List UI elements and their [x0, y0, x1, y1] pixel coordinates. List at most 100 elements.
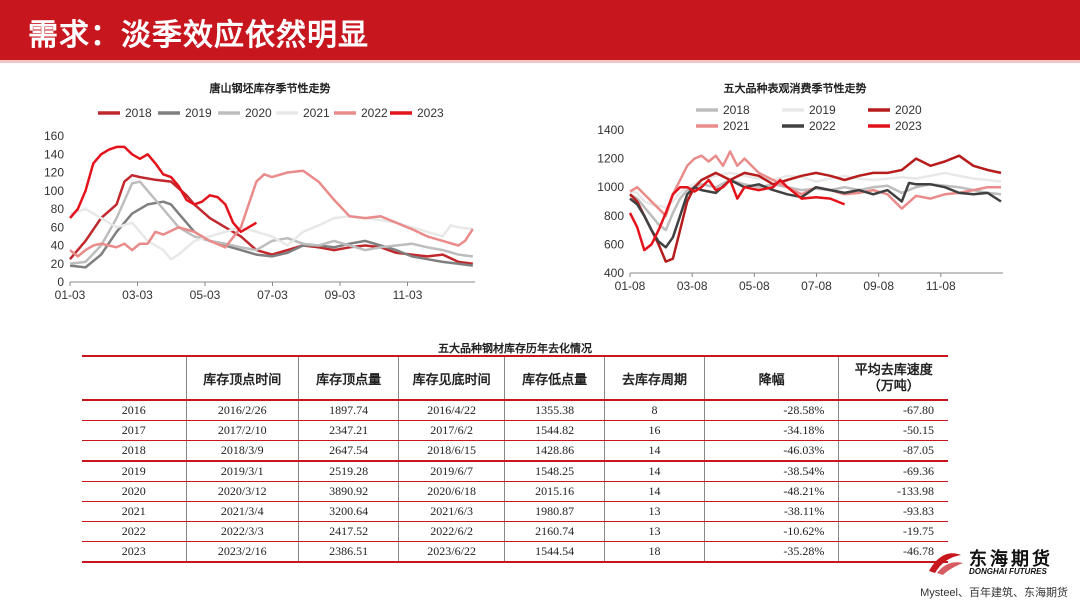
table-body: 2016 2016/2/26 1897.74 2016/4/22 1355.38 8 -28… [82, 400, 948, 563]
table-cell: 2022 [82, 521, 187, 542]
series-line-2020 [69, 180, 473, 266]
inventory-table: 库存顶点时间 库存顶点量 库存见底时间 库存低点量 去库存周期 降幅 平均去库速… [82, 355, 948, 563]
legend-label: 2020 [895, 103, 922, 117]
table-row: 2020 2020/3/12 3890.92 2020/6/18 2015.16 14 -4… [82, 481, 948, 502]
x-tick-label: 11-08 [926, 279, 956, 293]
table-cell: 2020/6/18 [398, 481, 505, 502]
table-cell: 14 [604, 461, 705, 482]
table-cell: 16 [604, 420, 705, 441]
y-tick-label: 160 [44, 129, 64, 143]
table-cell: 2017 [82, 420, 187, 441]
series-line-2019 [629, 171, 1002, 209]
y-tick-label: 80 [51, 202, 65, 216]
y-tick-label: 0 [57, 275, 64, 289]
x-tick-label: 03-08 [677, 279, 708, 293]
table-cell: -93.83 [838, 501, 948, 522]
y-tick-label: 600 [604, 237, 624, 251]
title-bar: 需求：淡季效应依然明显 [0, 0, 1080, 60]
table-cell: 2160.74 [504, 521, 606, 542]
table-cell: 2015.16 [504, 481, 606, 502]
table-header-cell: 库存顶点量 [298, 355, 400, 401]
x-tick-label: 01-08 [615, 279, 646, 293]
table-cell: -48.21% [704, 481, 840, 502]
legend-label: 2019 [809, 103, 836, 117]
series-line-2019 [69, 200, 473, 269]
table-cell: 2347.21 [298, 420, 400, 441]
series-line-2020 [629, 154, 1002, 263]
x-tick-label: 05-03 [190, 288, 221, 302]
table-cell: -28.58% [704, 400, 840, 421]
chart1-svg: 2018 2019 2020 2021 2022 2023 0 20 40 60 80 100 120 1… [44, 106, 475, 302]
legend-label: 2018 [125, 106, 152, 120]
table-cell: 2021/3/4 [186, 501, 299, 522]
legend-label: 2023 [417, 106, 444, 120]
y-tick-label: 140 [44, 147, 64, 161]
table-cell: 2018/3/9 [186, 440, 299, 462]
table-row: 2016 2016/2/26 1897.74 2016/4/22 1355.38 8 -28… [82, 400, 948, 421]
table-cell: -50.15 [838, 420, 948, 441]
table-cell: 1548.25 [504, 461, 606, 482]
table-cell: 13 [604, 501, 705, 522]
table-cell: 2023/6/22 [398, 541, 505, 563]
table-row: 2021 2021/3/4 3200.64 2021/6/3 1980.87 13 -38.… [82, 501, 948, 522]
y-tick-label: 100 [44, 184, 64, 198]
chart1-title: 唐山钢坯库存季节性走势 [209, 83, 331, 95]
table-cell: 2022/3/3 [186, 521, 299, 542]
y-tick-label: 20 [51, 257, 65, 271]
logo-text-cn: 东海期货 [969, 549, 1053, 569]
table-row: 2023 2023/2/16 2386.51 2023/6/22 1544.54 18 -3… [82, 541, 948, 563]
x-tick-label: 11-03 [393, 288, 423, 302]
table-header-cell: 库存见底时间 [398, 355, 505, 401]
y-tick-label: 1000 [597, 180, 624, 194]
donghai-logo-icon [929, 553, 963, 575]
x-tick-label: 05-08 [739, 279, 770, 293]
series-line-2022 [629, 178, 1002, 249]
table-cell: -38.11% [704, 501, 840, 522]
table-header-row: 库存顶点时间 库存顶点量 库存见底时间 库存低点量 去库存周期 降幅 平均去库速… [82, 355, 948, 401]
table-header-cell: 平均去库速度 （万吨） [838, 355, 948, 401]
table-cell: 2019/3/1 [186, 461, 299, 482]
x-tick-label: 01-03 [55, 288, 86, 302]
table-cell: -34.18% [704, 420, 840, 441]
table-row: 2019 2019/3/1 2519.28 2019/6/7 1548.25 14 -38.… [82, 461, 948, 482]
table-cell: 14 [604, 481, 705, 502]
table-cell: 2016 [82, 400, 187, 421]
table-cell: 2023 [82, 541, 187, 563]
table-cell: 2017/6/2 [398, 420, 505, 441]
table-header-cell [82, 355, 187, 401]
series-line-2022 [69, 169, 474, 258]
chart2-title: 五大品种表观消费季节性走势 [723, 83, 867, 95]
table-header-cell: 库存低点量 [504, 355, 606, 401]
table-cell: 2386.51 [298, 541, 400, 563]
series-line-2023 [628, 178, 846, 252]
table-cell: 2019 [82, 461, 187, 482]
table-cell: 1980.87 [504, 501, 606, 522]
table-cell: 2018/6/15 [398, 440, 505, 462]
table-cell: 1428.86 [504, 440, 606, 462]
table-cell: 1544.54 [504, 541, 606, 563]
donghai-logo: 东海期货 DONGHAI FUTURES [925, 545, 1055, 577]
table-cell: -69.36 [838, 461, 948, 482]
logo-text-en: DONGHAI FUTURES [969, 567, 1047, 576]
table-cell: 8 [604, 400, 705, 421]
series-line-2023 [69, 145, 258, 234]
table-cell: 2018 [82, 440, 187, 462]
legend-label: 2023 [895, 119, 922, 133]
table-cell: 2647.54 [298, 440, 400, 462]
legend-label: 2022 [809, 119, 836, 133]
table-cell: 2016/4/22 [398, 400, 505, 421]
table-cell: 1897.74 [298, 400, 400, 421]
table-cell: -38.54% [704, 461, 840, 482]
table-cell: 2417.52 [298, 521, 400, 542]
table-header-cell: 库存顶点时间 [186, 355, 299, 401]
table-row: 2017 2017/2/10 2347.21 2017/6/2 1544.82 16 -34… [82, 420, 948, 441]
legend-label: 2019 [185, 106, 212, 120]
table-header-cell: 降幅 [704, 355, 840, 401]
table-cell: 2019/6/7 [398, 461, 505, 482]
table-cell: -46.78 [838, 541, 948, 563]
table-cell: -10.62% [704, 521, 840, 542]
series-line-2021 [69, 207, 473, 261]
table-cell: 1544.82 [504, 420, 606, 441]
x-tick-label: 07-08 [801, 279, 832, 293]
y-tick-label: 60 [51, 220, 65, 234]
